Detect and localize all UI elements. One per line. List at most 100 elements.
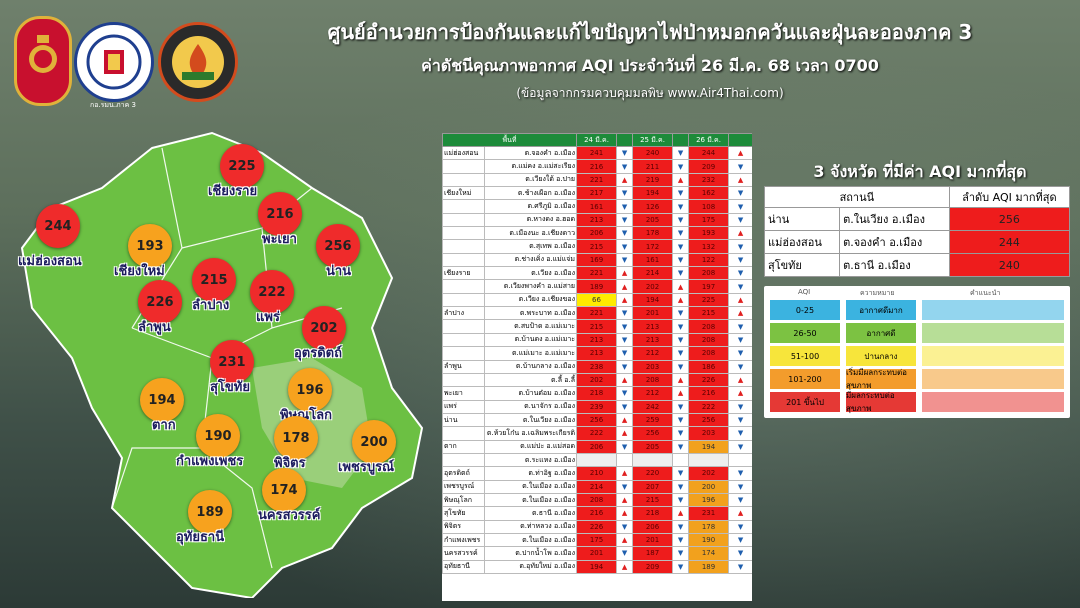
top3-title: 3 จังหวัด ที่มีค่า AQI มากที่สุด bbox=[813, 162, 1027, 181]
aqi-value-day1: 214 bbox=[576, 479, 618, 494]
row-province: พะเยา bbox=[442, 386, 485, 401]
col-header-day1: 24 มี.ค. bbox=[576, 133, 618, 147]
table-row: แม่ฮ่องสอน ต.จองคำ อ.เมือง 241 ▼ 240 ▼ 244 ▲ bbox=[442, 145, 752, 161]
trend-down-icon: ▼ bbox=[728, 359, 752, 374]
row-province: เพชรบูรณ์ bbox=[442, 479, 485, 494]
aqi-value-day2: 240 bbox=[632, 145, 674, 161]
row-province: นครสวรรค์ bbox=[442, 546, 485, 561]
trend-down-icon: ▼ bbox=[672, 266, 690, 281]
row-station: ต.ช้างเผือก อ.เมือง bbox=[483, 186, 578, 201]
row-province bbox=[442, 226, 485, 241]
row-province bbox=[442, 319, 485, 334]
aqi-bubble-phayao: 216 bbox=[258, 192, 302, 236]
aqi-bubble-lamphun: 226 bbox=[138, 280, 182, 324]
aqi-value-day3: 197 bbox=[688, 279, 730, 294]
table-row: แม่ฮ่องสอน ต.จองคำ อ.เมือง 244 bbox=[763, 230, 1071, 254]
trend-up-icon: ▲ bbox=[616, 372, 634, 388]
aqi-value-day2: 194 bbox=[632, 186, 674, 201]
aqi-value-day3: 215 bbox=[688, 306, 730, 321]
trend-down-icon: ▼ bbox=[728, 346, 752, 361]
trend-down-icon: ▼ bbox=[616, 359, 634, 374]
aqi-value-day1: 201 bbox=[576, 546, 618, 561]
aqi-value-day3: 186 bbox=[688, 359, 730, 374]
aqi-value-day2: 213 bbox=[632, 319, 674, 334]
trend-down-icon: ▼ bbox=[616, 212, 634, 228]
trend-down-icon: ▼ bbox=[672, 519, 690, 534]
aqi-value-day3: 190 bbox=[688, 532, 730, 548]
trend-down-icon: ▼ bbox=[616, 399, 634, 414]
aqi-value-day3: 208 bbox=[688, 332, 730, 348]
aqi-value-day1: 217 bbox=[576, 186, 618, 201]
trend-down-icon: ▼ bbox=[728, 186, 752, 201]
table-row: ต.ห้วยโก๋น อ.เฉลิมพระเกียรติ 222 ▲ 256 ▼ 203 ▼ bbox=[442, 426, 752, 441]
row-station: ต.อุทัยใหม่ อ.เมือง bbox=[483, 559, 578, 575]
row-station: ต.หางดง อ.ฮอด bbox=[483, 212, 578, 228]
aqi-bubble-nan: 256 bbox=[316, 224, 360, 268]
aqi-value-day2: 161 bbox=[632, 252, 674, 268]
row-station: ต.นาจักร อ.เมือง bbox=[483, 399, 578, 414]
trend-down-icon: ▼ bbox=[616, 439, 634, 454]
top3-station: ต.ในเวียง อ.เมือง bbox=[839, 207, 950, 231]
row-province: อุตรดิตถ์ bbox=[442, 466, 485, 481]
table-row: ลำพูน ต.บ้านกลาง อ.เมือง 238 ▼ 203 ▼ 186 ▼ bbox=[442, 359, 752, 374]
aqi-value-day1: 238 bbox=[576, 359, 618, 374]
aqi-bubble-phetchabun: 200 bbox=[352, 420, 396, 464]
aqi-value-day2: 242 bbox=[632, 399, 674, 414]
trend-down-icon: ▼ bbox=[728, 559, 752, 575]
top3-station: ต.ธานี อ.เมือง bbox=[839, 253, 950, 277]
aqi-value-day1: 256 bbox=[576, 412, 618, 428]
col-header-trend3 bbox=[728, 133, 752, 147]
row-province bbox=[442, 426, 485, 441]
aqi-value-day2: 213 bbox=[632, 332, 674, 348]
table-row: พิจิตร ต.ท่าหลวง อ.เมือง 226 ▼ 206 ▼ 178 ▼ bbox=[442, 519, 752, 534]
trend-down-icon: ▼ bbox=[728, 319, 752, 334]
table-row: ต.บ้านดง อ.แม่เมาะ 213 ▼ 213 ▼ 208 ▼ bbox=[442, 332, 752, 348]
aqi-bubble-tak: 194 bbox=[140, 378, 184, 422]
aqi-value-day1: 215 bbox=[576, 319, 618, 334]
trend-up-icon: ▲ bbox=[728, 172, 752, 188]
legend-head-meaning: ความหมาย bbox=[860, 289, 895, 297]
aqi-value-day3 bbox=[688, 452, 730, 468]
row-station: ต.สุเทพ อ.เมือง bbox=[483, 239, 578, 254]
trend-up-icon: ▲ bbox=[616, 426, 634, 441]
col-header-trend1 bbox=[616, 133, 634, 147]
trend-down-icon: ▼ bbox=[616, 386, 634, 401]
row-station: ต.ปากน้ำโพ อ.เมือง bbox=[483, 546, 578, 561]
prov-label-chiangrai: เชียงราย bbox=[208, 184, 258, 199]
legend-row: 201 ขึ้นไป มีผลกระทบต่อสุขภาพ bbox=[770, 391, 1064, 413]
row-province: เชียงใหม่ bbox=[442, 186, 485, 201]
aqi-value-day2: 194 bbox=[632, 292, 674, 308]
table-row: อุทัยธานี ต.อุทัยใหม่ อ.เมือง 194 ▲ 209 ▼ 189 ▼ bbox=[442, 559, 752, 575]
aqi-value-day3: 108 bbox=[688, 199, 730, 214]
aqi-value-day3: 209 bbox=[688, 159, 730, 174]
aqi-bubble-chiangmai: 193 bbox=[128, 224, 172, 268]
trend-down-icon: ▼ bbox=[616, 159, 634, 174]
aqi-bubble-chiangrai: 225 bbox=[220, 144, 264, 188]
table-row: สุโขทัย ต.ธานี อ.เมือง 240 bbox=[763, 253, 1071, 277]
trend-down-icon: ▼ bbox=[672, 479, 690, 494]
prov-label-phayao: พะเยา bbox=[262, 232, 297, 247]
table-row: กำแพงเพชร ต.ในเมือง อ.เมือง 175 ▲ 201 ▼ 190 ▼ bbox=[442, 532, 752, 548]
aqi-value-day1: 239 bbox=[576, 399, 618, 414]
aqi-value-day3: 196 bbox=[688, 492, 730, 508]
prov-label-lampang: ลำปาง bbox=[192, 298, 230, 313]
aqi-value-day3: 200 bbox=[688, 479, 730, 494]
trend-up-icon: ▲ bbox=[672, 506, 690, 521]
table-row: นครสวรรค์ ต.ปากน้ำโพ อ.เมือง 201 ▼ 187 ▼ 174 ▼ bbox=[442, 546, 752, 561]
trend-down-icon: ▼ bbox=[672, 145, 690, 161]
aqi-value-day3: 256 bbox=[688, 412, 730, 428]
top3-province: สุโขทัย bbox=[763, 253, 841, 277]
legend-row: 101-200 เริ่มมีผลกระทบต่อสุขภาพ bbox=[770, 368, 1064, 390]
row-province bbox=[442, 292, 485, 308]
trend-down-icon: ▼ bbox=[616, 186, 634, 201]
aqi-value-day1: 226 bbox=[576, 519, 618, 534]
trend-down-icon: ▼ bbox=[672, 359, 690, 374]
row-province: ลำปาง bbox=[442, 306, 485, 321]
row-station: ต.ห้วยโก๋น อ.เฉลิมพระเกียรติ bbox=[483, 426, 578, 441]
trend-down-icon: ▼ bbox=[728, 266, 752, 281]
trend-down-icon: ▼ bbox=[616, 479, 634, 494]
row-station: ต.พระบาท อ.เมือง bbox=[483, 306, 578, 321]
trend-down-icon: ▼ bbox=[728, 212, 752, 228]
trend-down-icon: ▼ bbox=[728, 332, 752, 348]
aqi-value-day1: 169 bbox=[576, 252, 618, 268]
